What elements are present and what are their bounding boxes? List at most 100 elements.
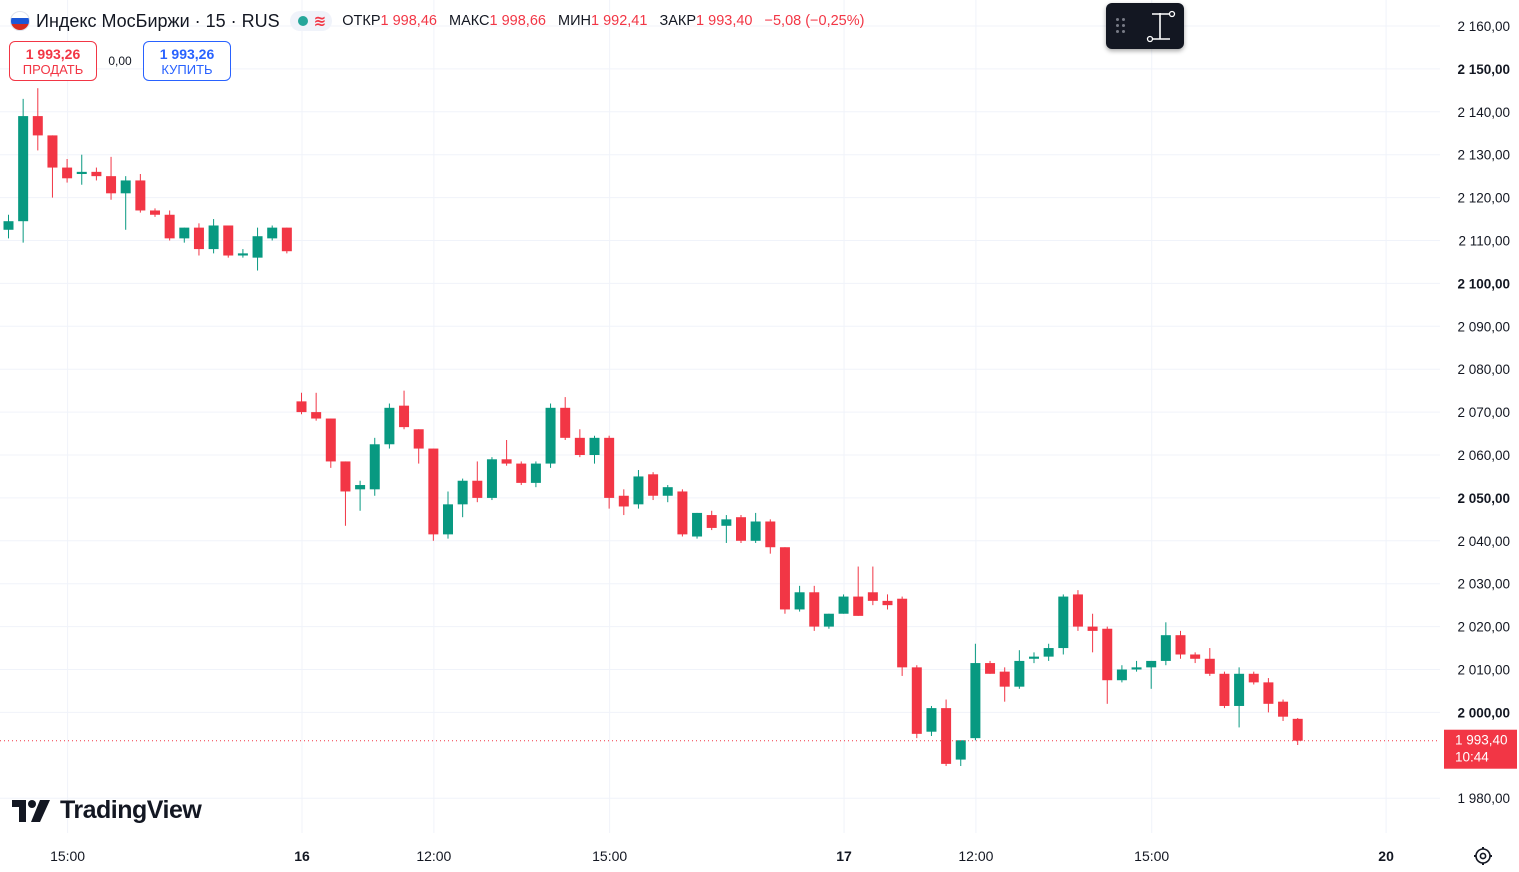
y-tick-label: 2 160,00 bbox=[1457, 19, 1510, 34]
candle bbox=[428, 448, 439, 541]
candle bbox=[765, 519, 776, 554]
y-tick-label: 1 980,00 bbox=[1457, 791, 1510, 806]
tradingview-logo[interactable]: TradingView bbox=[12, 796, 202, 825]
candle bbox=[779, 547, 790, 614]
plot-area[interactable] bbox=[0, 0, 1440, 833]
candle bbox=[911, 665, 922, 739]
candle-body bbox=[1014, 660, 1025, 687]
trade-panel: 1 993,26 ПРОДАТЬ 0,00 1 993,26 КУПИТЬ bbox=[9, 41, 231, 81]
candle bbox=[62, 158, 73, 183]
measure-ruler-icon[interactable] bbox=[1146, 9, 1176, 43]
candle-body bbox=[589, 437, 600, 455]
candle-body bbox=[985, 663, 996, 674]
x-tick-label: 15:00 bbox=[50, 848, 85, 864]
candle bbox=[1278, 699, 1289, 721]
candle bbox=[1292, 717, 1303, 746]
y-tick-label: 2 060,00 bbox=[1457, 448, 1510, 463]
candle-body bbox=[311, 412, 322, 419]
candle-body bbox=[794, 592, 805, 610]
candle-body bbox=[867, 592, 878, 601]
candle bbox=[267, 225, 278, 241]
time-axis[interactable]: 15:00 16 12:00 15:00 17 12:00 15:00 20 bbox=[50, 848, 1394, 864]
candle bbox=[32, 88, 43, 151]
candle-body bbox=[223, 225, 234, 256]
candle bbox=[296, 392, 307, 415]
candle bbox=[311, 392, 322, 421]
candle bbox=[516, 461, 527, 486]
candle bbox=[882, 594, 893, 610]
candle bbox=[941, 699, 952, 767]
candle-body bbox=[179, 227, 190, 239]
drag-handle-icon[interactable] bbox=[1116, 18, 1126, 34]
symbol-title[interactable]: Индекс МосБиржи · 15 · RUS bbox=[36, 10, 280, 31]
buy-button[interactable]: 1 993,26 КУПИТЬ bbox=[143, 41, 231, 81]
candle bbox=[809, 585, 820, 631]
candle bbox=[1219, 671, 1230, 709]
candle bbox=[252, 227, 263, 271]
candle-body bbox=[1278, 701, 1289, 717]
candle bbox=[750, 512, 761, 543]
candle bbox=[618, 489, 629, 516]
candle-body bbox=[882, 600, 893, 606]
candle-body bbox=[325, 418, 336, 462]
candle-body bbox=[1263, 682, 1274, 704]
candle-body bbox=[501, 459, 512, 464]
price-axis[interactable]: 2 160,00 2 150,00 2 140,00 2 130,00 2 120,00… bbox=[1457, 19, 1510, 806]
candle bbox=[1087, 613, 1098, 653]
candle-body bbox=[809, 592, 820, 627]
candle bbox=[1043, 643, 1054, 661]
candle bbox=[501, 439, 512, 466]
buy-price: 1 993,26 bbox=[159, 46, 215, 62]
candle-body bbox=[853, 596, 864, 616]
flag-russia-icon bbox=[10, 11, 30, 31]
candles bbox=[3, 88, 1303, 767]
last-price-value: 1 993,40 bbox=[1455, 733, 1508, 748]
candle-body bbox=[706, 515, 717, 528]
candle-body bbox=[838, 596, 849, 614]
candle-body bbox=[604, 437, 615, 498]
candle bbox=[384, 403, 395, 449]
sell-label: ПРОДАТЬ bbox=[22, 62, 84, 77]
candle bbox=[1175, 630, 1186, 659]
candle-body bbox=[472, 480, 483, 498]
floating-toolbar[interactable] bbox=[1106, 3, 1184, 49]
status-badges[interactable]: ≋ bbox=[289, 11, 333, 31]
y-tick-label: 2 040,00 bbox=[1457, 534, 1510, 549]
candle-body bbox=[1029, 656, 1039, 659]
gear-icon[interactable] bbox=[1473, 846, 1493, 866]
candle bbox=[1116, 665, 1127, 683]
dot-icon bbox=[297, 16, 308, 26]
buy-label: КУПИТЬ bbox=[161, 62, 213, 77]
candle bbox=[1234, 667, 1245, 728]
candle bbox=[721, 515, 732, 543]
candle-body bbox=[692, 512, 703, 537]
candle bbox=[692, 512, 703, 539]
candle bbox=[1160, 622, 1171, 666]
sell-price: 1 993,26 bbox=[25, 46, 81, 62]
candle-body bbox=[252, 236, 263, 258]
countdown-value: 10:44 bbox=[1455, 750, 1489, 765]
candle-body bbox=[443, 504, 453, 535]
sell-button[interactable]: 1 993,26 ПРОДАТЬ bbox=[9, 41, 97, 81]
candle-body bbox=[62, 167, 73, 179]
candle-body bbox=[618, 495, 629, 507]
candle-body bbox=[32, 116, 43, 136]
x-tick-label: 15:00 bbox=[1134, 848, 1169, 864]
candle bbox=[1248, 671, 1259, 685]
candle bbox=[1058, 594, 1069, 655]
candle bbox=[208, 219, 219, 254]
candle bbox=[47, 135, 58, 198]
y-tick-label: 2 150,00 bbox=[1457, 62, 1510, 77]
candle bbox=[1146, 660, 1157, 689]
open-label: ОТКР bbox=[342, 13, 381, 29]
ohlc-values: ОТКР1 998,46 МАКС1 998,66 МИН1 992,41 ЗА… bbox=[342, 13, 872, 29]
candle-body bbox=[1292, 718, 1303, 741]
candle bbox=[1263, 678, 1274, 713]
candle-body bbox=[516, 463, 527, 483]
candle bbox=[486, 457, 497, 501]
candle bbox=[677, 489, 688, 537]
symbol-legend: Индекс МосБиржи · 15 · RUS ≋ ОТКР1 998,4… bbox=[10, 8, 872, 34]
candle-body bbox=[428, 448, 439, 535]
candle bbox=[985, 660, 996, 674]
